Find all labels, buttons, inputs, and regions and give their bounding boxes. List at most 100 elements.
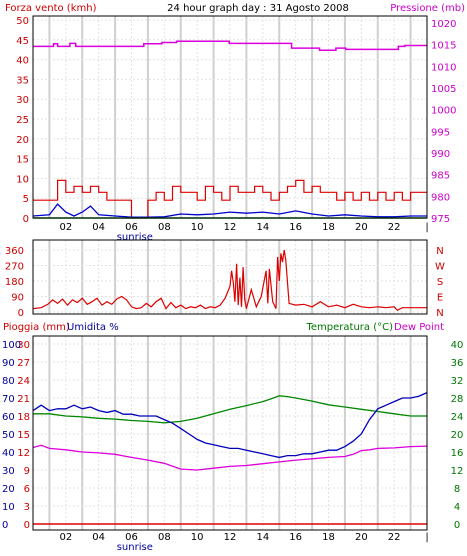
temperature-tick-label: 8 <box>454 484 460 495</box>
temperature-series-line <box>33 395 427 424</box>
rain-axis-label: Pioggia (mm) <box>3 322 70 333</box>
wind-tick-label: 45 <box>16 36 29 47</box>
panel2-grid <box>33 240 427 314</box>
wind-tick-label: 50 <box>16 16 29 27</box>
direction-tick-label: 270 <box>5 262 24 273</box>
panel3-hour-tick-label: 22 <box>388 532 401 543</box>
humidity-tick-label: 10 <box>2 502 15 513</box>
pressure-tick-label: 995 <box>431 127 450 138</box>
wind-tick-label: 25 <box>16 115 29 126</box>
panel1-hour-tick-label: 18 <box>322 222 335 233</box>
pressure-tick-label: 1020 <box>431 19 456 30</box>
panel1-hour-tick-label: 08 <box>158 222 171 233</box>
panel3-hour-tick-label: 08 <box>158 532 171 543</box>
panel1-wind-ticks: 0 5 10 15 20 25 30 35 40 45 50 <box>16 16 29 225</box>
pressure-series-line <box>33 40 427 52</box>
panel1-hour-tick-label: 16 <box>289 222 302 233</box>
panel2-plot <box>32 249 427 312</box>
panel3-hour-tick-label: 18 <box>322 532 335 543</box>
panel3-frame <box>32 335 428 531</box>
panel1-hour-tick-label: | <box>425 222 428 233</box>
compass-label: S <box>437 277 443 288</box>
wind-tick-label: 35 <box>16 75 29 86</box>
panel1-hour-tick-label: 04 <box>92 222 105 233</box>
pressure-tick-label: 990 <box>431 149 450 160</box>
pressure-axis-label: Pressione (mb) <box>390 3 465 14</box>
panel1-hour-tick-label: 12 <box>224 222 237 233</box>
compass-label: N <box>436 246 443 257</box>
panel3-rain-ticks: 0 3 6 9 12 15 18 21 24 27 30 <box>17 340 30 531</box>
pressure-tick-label: 1010 <box>431 62 456 73</box>
humidity-tick-label: 70 <box>2 394 15 405</box>
temperature-tick-label: 36 <box>451 358 464 369</box>
humidity-tick-label: 30 <box>2 466 15 477</box>
panel3-hour-ticks: 02 04 06 08 10 12 14 16 18 20 22 | sunrise <box>59 532 428 553</box>
dewpoint-axis-label: Dew Point <box>394 322 444 333</box>
rain-tick-label: 12 <box>17 448 30 459</box>
panel2-direction-ticks: 0 90 180 270 360 <box>5 246 24 319</box>
panel1-hour-tick-label: 02 <box>59 222 72 233</box>
panel3-hour-tick-label: 10 <box>191 532 204 543</box>
wind-tick-label: 10 <box>16 174 29 185</box>
panel3-plot <box>32 392 428 525</box>
wind-tick-label: 20 <box>16 135 29 146</box>
panel1-hour-tick-label: 22 <box>388 222 401 233</box>
pressure-tick-label: 975 <box>431 214 450 225</box>
rain-tick-label: 18 <box>17 412 30 423</box>
direction-tick-label: 360 <box>5 246 24 257</box>
wind-tick-label: 0 <box>23 214 29 225</box>
compass-label: N <box>436 308 443 319</box>
rain-tick-label: 0 <box>24 520 30 531</box>
panel2-frame <box>32 239 428 315</box>
temperature-tick-label: 16 <box>451 448 464 459</box>
temperature-tick-label: 24 <box>451 412 464 423</box>
panel3-hour-sunrise-label: sunrise <box>117 542 153 553</box>
panel3-hour-tick-label: 20 <box>355 532 368 543</box>
gust-series-line <box>33 179 427 219</box>
pressure-tick-label: 980 <box>431 192 450 203</box>
panel1-hour-ticks: 02 04 06 08 10 12 14 16 18 20 22 | sunrise <box>59 222 428 243</box>
panel3-hour-tick-label: 14 <box>256 532 269 543</box>
panel3-hour-tick-label: | <box>425 532 428 543</box>
panel1-pressure-ticks: 975 980 985 990 995 1000 1005 1010 1015 1020 <box>431 19 456 225</box>
panel3-hour-tick-label: 04 <box>92 532 105 543</box>
temperature-tick-label: 32 <box>451 376 464 387</box>
rain-tick-label: 9 <box>24 466 30 477</box>
rain-tick-label: 27 <box>17 358 30 369</box>
panel3-hour-tick-label: 12 <box>224 532 237 543</box>
pressure-tick-label: 1005 <box>431 84 456 95</box>
panel3-hour-tick-label: 16 <box>289 532 302 543</box>
panel1-hour-tick-label: 14 <box>256 222 269 233</box>
direction-tick-label: 180 <box>5 277 24 288</box>
panel1-hour-tick-label: 20 <box>355 222 368 233</box>
rain-tick-label: 15 <box>17 430 30 441</box>
pressure-tick-label: 1000 <box>431 106 456 117</box>
panel1-hour-tick-label: 10 <box>191 222 204 233</box>
humidity-tick-label: 80 <box>2 376 15 387</box>
rain-tick-label: 6 <box>24 484 30 495</box>
humidity-series-line <box>32 392 428 459</box>
direction-tick-label: 0 <box>18 308 24 319</box>
humidity-tick-label: 50 <box>2 430 15 441</box>
panel1-frame <box>32 15 428 219</box>
wind-tick-label: 40 <box>16 56 29 67</box>
panel3-humidity-ticks: 0 10 20 30 40 50 60 70 80 90 100 <box>2 340 21 531</box>
humidity-tick-label: 60 <box>2 412 15 423</box>
panel1-hour-sunrise-label: sunrise <box>117 232 153 243</box>
temperature-tick-label: 40 <box>451 340 464 351</box>
direction-tick-label: 90 <box>11 293 24 304</box>
dewpoint-series-line <box>32 444 428 471</box>
temperature-tick-label: 4 <box>454 502 460 513</box>
temperature-tick-label: 12 <box>451 466 464 477</box>
wind-speed-series-line <box>32 203 427 218</box>
chart-title: 24 hour graph day : 31 Agosto 2008 <box>167 3 349 14</box>
rain-tick-label: 30 <box>17 340 30 351</box>
panel1-hour-tick-label: 06 <box>125 222 138 233</box>
wind-axis-label: Forza vento (kmh) <box>5 3 97 14</box>
compass-label: E <box>437 293 443 304</box>
wind-tick-label: 5 <box>23 194 29 205</box>
temperature-tick-label: 28 <box>451 394 464 405</box>
